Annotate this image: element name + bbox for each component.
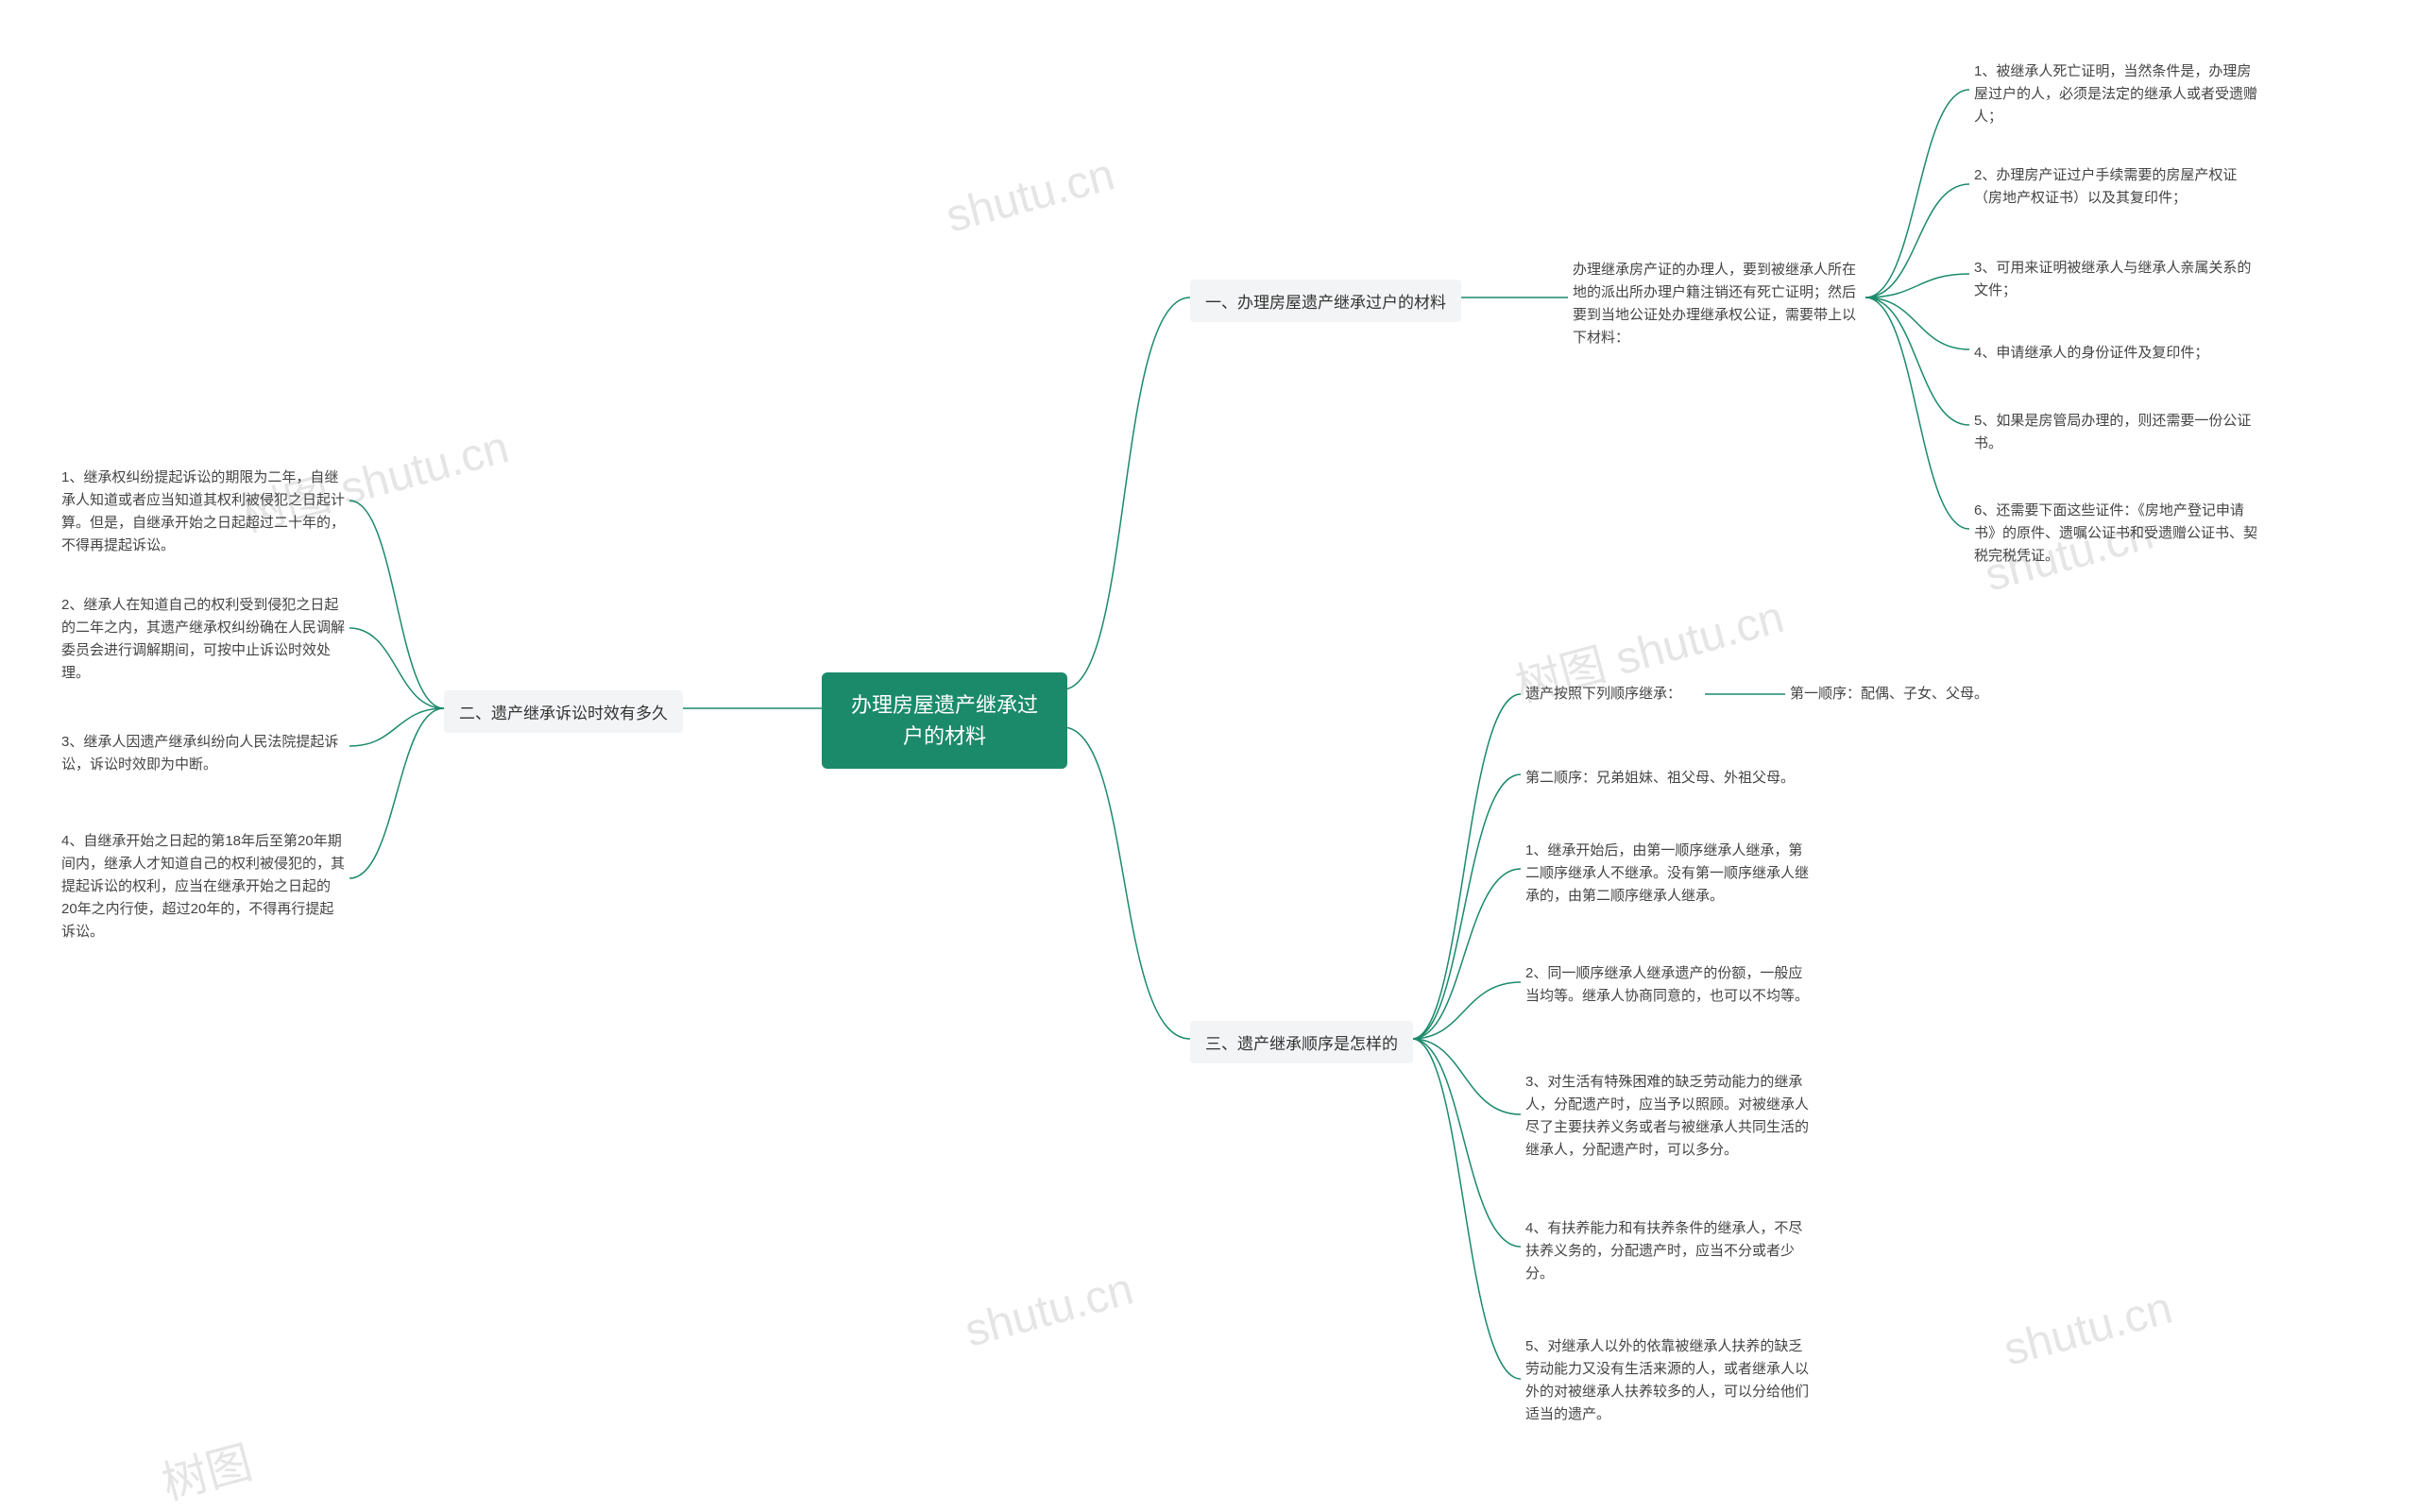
watermark: shutu.cn	[1999, 1282, 2178, 1376]
branch-3-leaf: 5、对继承人以外的依靠被继承人扶养的缺乏劳动能力又没有生活来源的人，或者继承人以…	[1525, 1332, 1809, 1430]
watermark: shutu.cn	[941, 148, 1120, 243]
branch-3-leaf: 3、对生活有特殊困难的缺乏劳动能力的继承人，分配遗产时，应当予以照顾。对被继承人…	[1525, 1067, 1809, 1165]
watermark: 树图	[154, 1425, 259, 1512]
mindmap-connections	[0, 0, 2418, 1493]
branch-3-leaf: 第二顺序：兄弟姐妹、祖父母、外祖父母。	[1525, 763, 1795, 793]
center-node: 办理房屋遗产继承过户的材料	[822, 672, 1067, 769]
branch-2-leaf: 3、继承人因遗产继承纠纷向人民法院提起诉讼，诉讼时效即为中断。	[61, 727, 345, 780]
branch-1-leaf: 1、被继承人死亡证明，当然条件是，办理房屋过户的人，必须是法定的继承人或者受遗赠…	[1974, 57, 2257, 132]
branch-1-title: 一、办理房屋遗产继承过户的材料	[1190, 280, 1461, 322]
branch-1-sub: 办理继承房产证的办理人，要到被继承人所在地的派出所办理户籍注销还有死亡证明；然后…	[1573, 255, 1865, 353]
branch-3-first-order: 第一顺序：配偶、子女、父母。	[1790, 683, 1988, 705]
branch-2-leaf: 1、继承权纠纷提起诉讼的期限为二年，自继承人知道或者应当知道其权利被侵犯之日起计…	[61, 463, 345, 561]
watermark: shutu.cn	[960, 1263, 1139, 1357]
branch-1-leaf: 2、办理房产证过户手续需要的房屋产权证（房地产权证书）以及其复印件；	[1974, 161, 2257, 213]
branch-1-leaf: 4、申请继承人的身份证件及复印件；	[1974, 338, 2208, 368]
branch-1-leaf: 6、还需要下面这些证件：《房地产登记申请书》的原件、遗嘱公证书和受遗赠公证书、契…	[1974, 496, 2257, 571]
branch-2-title: 二、遗产继承诉讼时效有多久	[444, 690, 683, 733]
branch-3-leaf: 2、同一顺序继承人继承遗产的份额，一般应当均等。继承人协商同意的，也可以不均等。	[1525, 959, 1809, 1011]
branch-1-leaf: 5、如果是房管局办理的，则还需要一份公证书。	[1974, 406, 2257, 459]
branch-3-title: 三、遗产继承顺序是怎样的	[1190, 1021, 1413, 1063]
branch-2-leaf: 4、自继承开始之日起的第18年后至第20年期间内，继承人才知道自己的权利被侵犯的…	[61, 826, 345, 947]
branch-3-leaf: 1、继承开始后，由第一顺序继承人继承，第二顺序继承人不继承。没有第一顺序继承人继…	[1525, 836, 1809, 911]
branch-1-leaf: 3、可用来证明被继承人与继承人亲属关系的文件；	[1974, 253, 2257, 306]
branch-3-first-label: 遗产按照下列顺序继承：	[1525, 683, 1681, 705]
branch-3-leaf: 4、有扶养能力和有扶养条件的继承人，不尽扶养义务的，分配遗产时，应当不分或者少分…	[1525, 1214, 1809, 1289]
branch-2-leaf: 2、继承人在知道自己的权利受到侵犯之日起的二年之内，其遗产继承权纠纷确在人民调解…	[61, 590, 345, 688]
